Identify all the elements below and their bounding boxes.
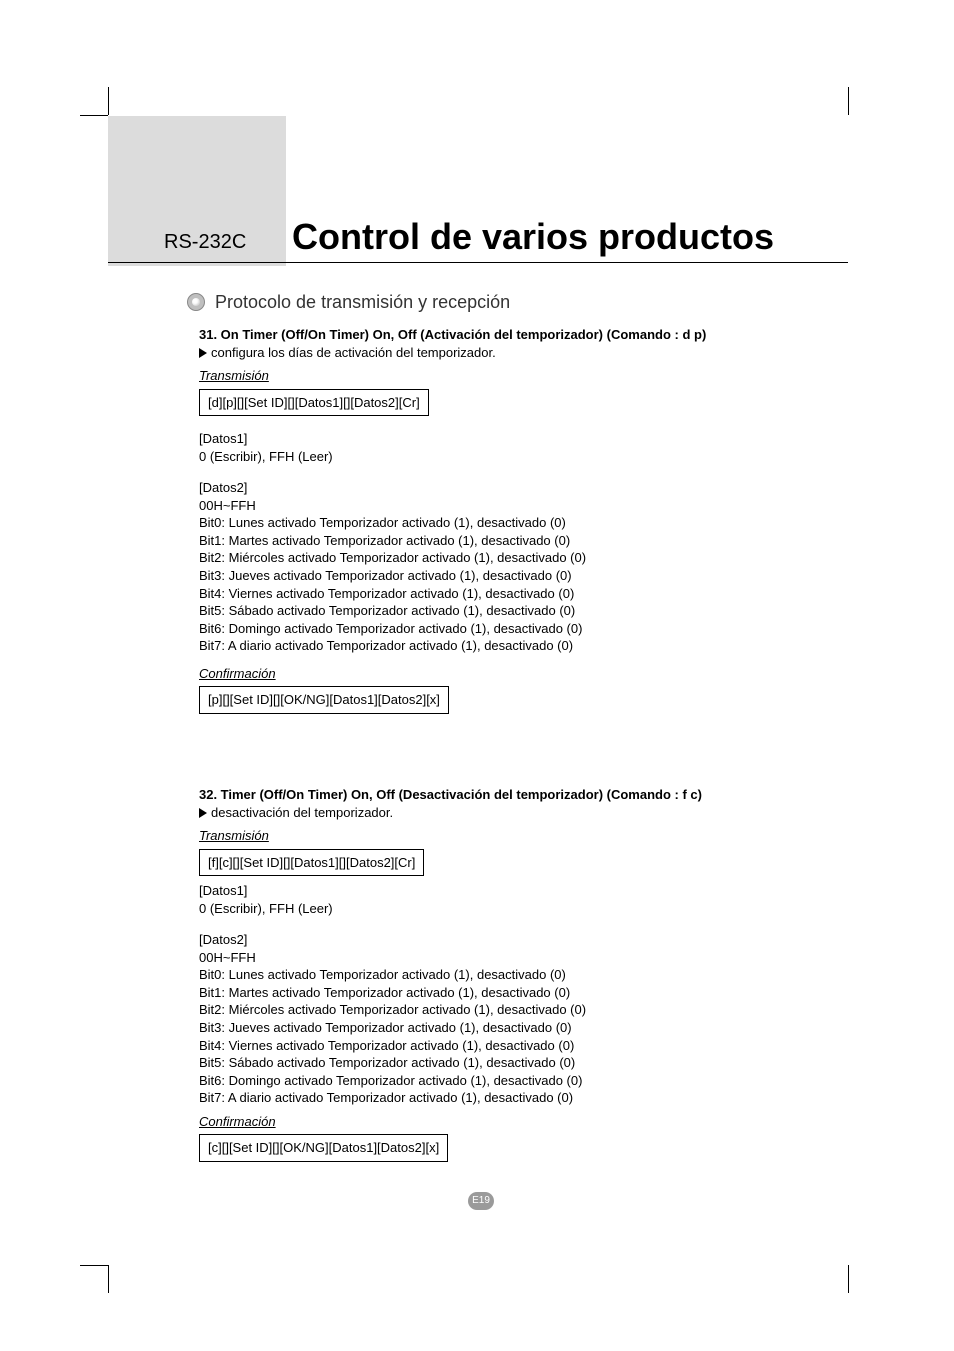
confirmation-code: [c][][Set ID][][OK/NG][Datos1][Datos2][x… — [199, 1134, 448, 1162]
transmission-code: [d][p][][Set ID][][Datos1][][Datos2][Cr] — [199, 389, 429, 417]
confirmacion-label: Confirmación — [199, 665, 839, 683]
bullet-icon — [187, 293, 205, 311]
rs-label: RS-232C — [164, 231, 246, 254]
bit-line: Bit5: Sábado activado Temporizador activ… — [199, 1054, 839, 1072]
section-31: 31. On Timer (Off/On Timer) On, Off (Act… — [199, 326, 839, 714]
datos1-label: [Datos1] — [199, 882, 839, 900]
transmision-label: Transmisión — [199, 827, 839, 845]
triangle-icon — [199, 808, 207, 818]
bit-line: Bit1: Martes activado Temporizador activ… — [199, 984, 839, 1002]
bit-line: Bit4: Viernes activado Temporizador acti… — [199, 585, 839, 603]
crop-mark — [108, 1265, 109, 1293]
section-31-title: 31. On Timer (Off/On Timer) On, Off (Act… — [199, 326, 839, 344]
bit-line: Bit3: Jueves activado Temporizador activ… — [199, 1019, 839, 1037]
bit-line: Bit2: Miércoles activado Temporizador ac… — [199, 1001, 839, 1019]
crop-mark — [848, 87, 849, 115]
bit-line: Bit2: Miércoles activado Temporizador ac… — [199, 549, 839, 567]
section-31-desc-text: configura los días de activación del tem… — [211, 345, 496, 360]
bit-line: Bit7: A diario activado Temporizador act… — [199, 1089, 839, 1107]
bit-line: Bit6: Domingo activado Temporizador acti… — [199, 1072, 839, 1090]
crop-mark — [848, 1265, 849, 1293]
bit-line: Bit1: Martes activado Temporizador activ… — [199, 532, 839, 550]
page-number-badge: E19 — [468, 1192, 494, 1210]
datos2-label: [Datos2] — [199, 931, 839, 949]
section-32-desc: desactivación del temporizador. — [199, 804, 839, 822]
triangle-icon — [199, 348, 207, 358]
subtitle: Protocolo de transmisión y recepción — [215, 292, 510, 313]
transmision-label: Transmisión — [199, 367, 839, 385]
datos1-desc: 0 (Escribir), FFH (Leer) — [199, 448, 839, 466]
bit-line: Bit0: Lunes activado Temporizador activa… — [199, 514, 839, 532]
crop-mark — [80, 115, 108, 116]
bit-line: Bit5: Sábado activado Temporizador activ… — [199, 602, 839, 620]
confirmacion-label: Confirmación — [199, 1113, 839, 1131]
datos1-desc: 0 (Escribir), FFH (Leer) — [199, 900, 839, 918]
bit-line: Bit3: Jueves activado Temporizador activ… — [199, 567, 839, 585]
crop-mark — [108, 87, 109, 115]
section-32-title: 32. Timer (Off/On Timer) On, Off (Desact… — [199, 786, 839, 804]
datos2-range: 00H~FFH — [199, 949, 839, 967]
section-32: 32. Timer (Off/On Timer) On, Off (Desact… — [199, 786, 839, 1162]
title-underline — [108, 262, 848, 263]
section-31-desc: configura los días de activación del tem… — [199, 344, 839, 362]
bit-line: Bit4: Viernes activado Temporizador acti… — [199, 1037, 839, 1055]
page-title: Control de varios productos — [292, 216, 774, 258]
crop-mark — [80, 1265, 108, 1266]
section-32-desc-text: desactivación del temporizador. — [211, 805, 393, 820]
bit-line: Bit0: Lunes activado Temporizador activa… — [199, 966, 839, 984]
transmission-code: [f][c][][Set ID][][Datos1][][Datos2][Cr] — [199, 849, 424, 877]
confirmation-code: [p][][Set ID][][OK/NG][Datos1][Datos2][x… — [199, 686, 449, 714]
bit-line: Bit6: Domingo activado Temporizador acti… — [199, 620, 839, 638]
datos2-label: [Datos2] — [199, 479, 839, 497]
datos1-label: [Datos1] — [199, 430, 839, 448]
bit-line: Bit7: A diario activado Temporizador act… — [199, 637, 839, 655]
datos2-range: 00H~FFH — [199, 497, 839, 515]
